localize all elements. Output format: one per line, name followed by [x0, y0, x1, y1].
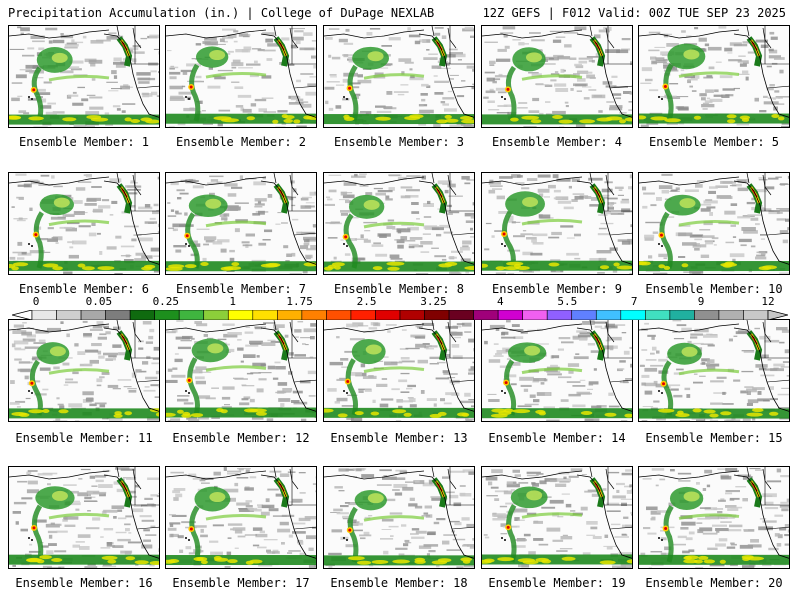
colorbar-swatch: [571, 310, 597, 320]
colorbar-swatch: [620, 310, 646, 320]
colorbar-tick-label: 0.25: [152, 295, 180, 308]
ensemble-map-panel: [638, 172, 790, 275]
colorbar-swatch: [522, 310, 548, 320]
ensemble-member-label: Ensemble Member: 5: [648, 135, 780, 149]
colorbar-swatch: [129, 310, 155, 320]
colorbar-swatch: [694, 310, 720, 320]
colorbar-tick-label: 1: [229, 295, 237, 308]
colorbar-tick-label: 5.5: [557, 295, 578, 308]
ensemble-map-panel: [481, 172, 633, 275]
ensemble-member-label: Ensemble Member: 9: [491, 282, 623, 296]
colorbar-tick-label: 0.05: [85, 295, 113, 308]
ensemble-map-panel: [481, 319, 633, 422]
ensemble-member-label: Ensemble Member: 8: [333, 282, 465, 296]
colorbar-tick-label: 0: [32, 295, 40, 308]
ensemble-member-label: Ensemble Member: 1: [18, 135, 150, 149]
colorbar-swatch: [497, 310, 523, 320]
ensemble-member-label: Ensemble Member: 2: [175, 135, 307, 149]
colorbar-swatch: [718, 310, 744, 320]
colorbar-swatch: [252, 310, 278, 320]
colorbar-swatch: [31, 310, 57, 320]
colorbar-swatch: [473, 310, 499, 320]
colorbar-swatch: [203, 310, 229, 320]
ensemble-map-panel: [638, 319, 790, 422]
colorbar-swatch: [375, 310, 401, 320]
colorbar-tick-label: 2.5: [356, 295, 377, 308]
ensemble-map-panel: [323, 25, 475, 128]
ensemble-member-label: Ensemble Member: 10: [645, 282, 783, 296]
run-info: 12Z GEFS | F012 Valid: 00Z TUE SEP 23 20…: [482, 6, 786, 20]
colorbar-swatch: [301, 310, 327, 320]
ensemble-member-label: Ensemble Member: 14: [488, 431, 626, 445]
ensemble-map-panel: [323, 466, 475, 569]
ensemble-map-panel: [323, 172, 475, 275]
ensemble-member-label: Ensemble Member: 6: [18, 282, 150, 296]
ensemble-map-panel: [8, 319, 160, 422]
colorbar-swatch: [227, 310, 254, 320]
ensemble-member-label: Ensemble Member: 19: [488, 576, 626, 590]
colorbar-tick-label: 1.75: [286, 295, 313, 308]
ensemble-map-panel: [638, 25, 790, 128]
colorbar-swatch: [645, 310, 671, 320]
chart-title: Precipitation Accumulation (in.) | Colle…: [8, 6, 435, 20]
ensemble-member-label: Ensemble Member: 20: [645, 576, 783, 590]
colorbar-swatch: [595, 310, 622, 320]
ensemble-map-panel: [165, 466, 317, 569]
colorbar-swatch: [424, 310, 450, 320]
ensemble-member-label: Ensemble Member: 17: [172, 576, 310, 590]
colorbar-tick-label: 9: [697, 295, 705, 308]
colorbar-swatch: [350, 310, 376, 320]
colorbar-tick-label: 7: [630, 295, 638, 308]
colorbar-swatch: [178, 310, 205, 320]
ensemble-map-panel: [165, 172, 317, 275]
colorbar-swatch: [277, 310, 303, 320]
ensemble-map-panel: [481, 25, 633, 128]
ensemble-map-panel: [165, 25, 317, 128]
colorbar-swatch: [56, 310, 82, 320]
colorbar-swatch: [154, 310, 180, 320]
ensemble-map-panel: [481, 466, 633, 569]
ensemble-map-panel: [323, 319, 475, 422]
colorbar-swatch: [669, 310, 695, 320]
ensemble-member-label: Ensemble Member: 16: [15, 576, 153, 590]
ensemble-member-label: Ensemble Member: 4: [491, 135, 623, 149]
ensemble-member-label: Ensemble Member: 11: [15, 431, 153, 445]
colorbar-tick-label: 3.25: [420, 295, 447, 308]
ensemble-map-panel: [165, 319, 317, 422]
colorbar-tick-label: 4: [497, 295, 504, 308]
colorbar-swatch: [105, 310, 131, 320]
ensemble-member-label: Ensemble Member: 7: [175, 282, 307, 296]
colorbar-swatch: [80, 310, 106, 320]
colorbar-swatch: [743, 310, 769, 320]
ensemble-member-label: Ensemble Member: 12: [172, 431, 310, 445]
colorbar-tick-label: 12: [761, 295, 775, 308]
ensemble-member-label: Ensemble Member: 13: [330, 431, 468, 445]
colorbar-swatch: [546, 310, 573, 320]
ensemble-map-panel: [638, 466, 790, 569]
ensemble-member-label: Ensemble Member: 15: [645, 431, 783, 445]
colorbar-swatch: [448, 310, 474, 320]
precipitation-colorbar: [12, 310, 788, 320]
ensemble-map-panel: [8, 25, 160, 128]
ensemble-member-label: Ensemble Member: 3: [333, 135, 465, 149]
colorbar-swatch: [326, 310, 352, 320]
colorbar-max-arrow: [767, 310, 788, 320]
colorbar-swatch: [399, 310, 425, 320]
ensemble-map-panel: [8, 466, 160, 569]
colorbar-min-arrow: [12, 310, 33, 320]
ensemble-map-panel: [8, 172, 160, 275]
ensemble-member-label: Ensemble Member: 18: [330, 576, 468, 590]
